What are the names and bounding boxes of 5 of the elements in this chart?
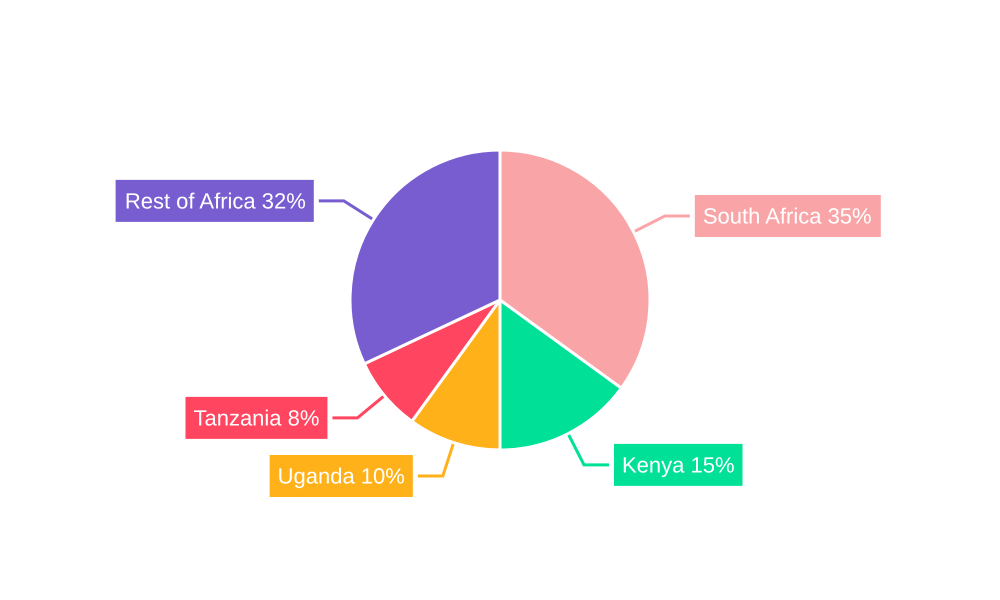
slice-label: Kenya 15% (622, 452, 735, 478)
slice-label: Uganda 10% (278, 463, 405, 488)
slice-label: Tanzania 8% (193, 405, 320, 430)
slice-label: Rest of Africa 32% (124, 188, 306, 214)
slice-label: South Africa 35% (702, 204, 872, 229)
